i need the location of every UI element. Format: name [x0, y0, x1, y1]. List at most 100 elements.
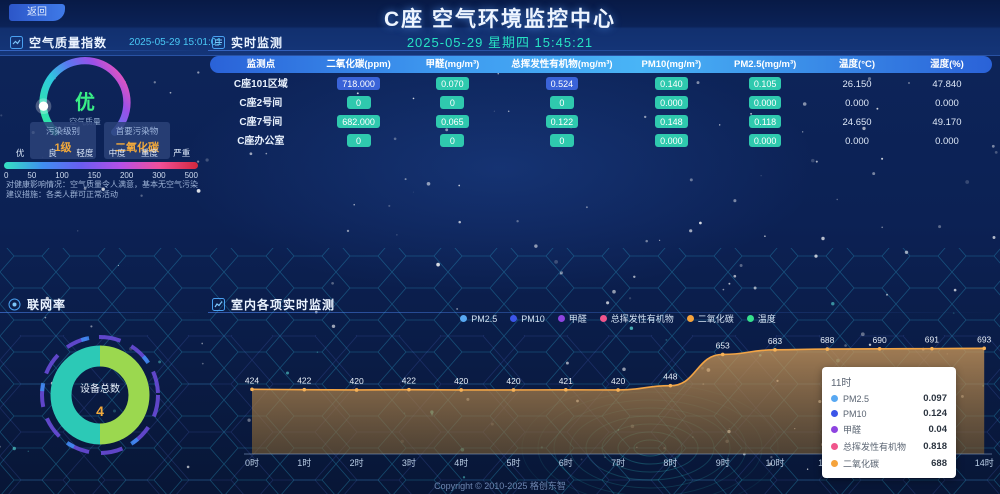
scale-tick: 300: [152, 171, 166, 180]
legend-item-PM10[interactable]: PM10: [510, 312, 545, 325]
aqi-stats: 污染级别 1级 首要污染物 二氧化碳: [30, 122, 170, 159]
divider: [208, 50, 998, 51]
aqi-gauge-label: 空气质量: [69, 117, 101, 127]
table-column-header: 湿度(%): [930, 59, 964, 70]
metric-value: 0.118: [749, 115, 782, 128]
metric-value: 26.150: [842, 78, 872, 90]
metric-value: 718.000: [337, 77, 380, 90]
network-panel-header: 联网率: [8, 296, 66, 313]
trend-panel-title: 室内各项实时监测: [231, 298, 336, 312]
legend-dot: [557, 315, 565, 322]
scale-tick: 50: [27, 171, 37, 180]
metric-value: 0.000: [845, 97, 869, 109]
stat-value: 二氧化碳: [115, 142, 159, 154]
aqi-stat-0: 污染级别 1级: [30, 122, 96, 159]
table-column-header: 甲醛(mg/m³): [425, 59, 480, 70]
legend-label: PM2.5: [471, 313, 498, 324]
metric-value: 0: [440, 96, 465, 109]
metric-value: 0.000: [935, 135, 959, 147]
table-column-header: 总挥发性有机物(mg/m³): [511, 59, 613, 70]
monitor-point-name: C座办公室: [237, 136, 285, 147]
data-label: 448: [663, 372, 677, 382]
data-label: 653: [716, 340, 730, 350]
header-datetime: 2025-05-29 星期四 15:45:21: [406, 35, 594, 50]
stat-value: 1级: [54, 142, 72, 154]
scale-level: 严重: [173, 148, 191, 158]
legend-item-总挥发性有机物[interactable]: 总挥发性有机物: [599, 312, 674, 325]
donut-segment-right: [99, 345, 150, 445]
table-body: C座101区域 718.000 0.070 0.524 0.140 0.105 26.150…: [210, 73, 992, 149]
x-axis-label: 4时: [454, 457, 468, 468]
aqi-scale-ticks: 0 50 100 150 200 300 500: [4, 171, 198, 180]
back-button[interactable]: 返回: [9, 4, 65, 21]
data-point: [930, 346, 934, 351]
legend-dot: [510, 315, 518, 322]
scale-tick: 500: [184, 171, 198, 180]
donut-segment-left: [50, 345, 101, 445]
chart-tooltip: 11时 PM2.5 0.097 PM10 0.124 甲醛 0.04 总挥发性有机物 0.81…: [822, 367, 956, 478]
data-point: [616, 388, 620, 392]
x-axis-label: 3时: [402, 457, 416, 468]
data-point: [668, 383, 673, 388]
x-axis-label: 5时: [506, 457, 520, 468]
device-total-value: 4: [96, 403, 104, 419]
table-column-header: 温度(°C): [839, 59, 876, 70]
metric-value: 0: [440, 134, 465, 147]
legend-dot: [599, 315, 607, 322]
legend-item-二氧化碳[interactable]: 二氧化碳: [686, 312, 734, 325]
legend-dot: [686, 315, 694, 322]
aqi-timestamp: 2025-05-29 15:01:01: [129, 37, 222, 48]
x-axis-label: 14时: [975, 457, 994, 468]
scale-tick: 200: [119, 171, 134, 180]
tooltip-title: 11时: [831, 378, 852, 389]
legend-item-PM2.5[interactable]: PM2.5: [460, 312, 497, 325]
legend-dot: [460, 315, 468, 322]
scale-level: 中度: [108, 148, 126, 158]
scale-tick: 100: [55, 171, 69, 180]
divider: [0, 312, 205, 313]
aqi-scale: 优 良 轻度 中度 重度 严重 0 50 100 150 200 300 500: [4, 147, 198, 180]
data-label: 422: [402, 376, 416, 386]
data-label: 691: [925, 335, 939, 345]
data-point: [459, 388, 463, 392]
device-donut-chart: 设备总数 4: [40, 335, 160, 455]
tooltip-row: 甲醛 0.04: [831, 423, 947, 436]
scale-level: 良: [48, 148, 57, 158]
header-bar: [0, 0, 1000, 56]
scale-level: 轻度: [76, 148, 94, 158]
data-label: 693: [977, 334, 991, 344]
data-point: [825, 347, 830, 351]
co2-trend-chart[interactable]: 424 0时 422 1时 420 2时 422 3时 420 4时 420 5时 421 6时 420 7时…: [236, 328, 1000, 470]
scale-level: 重度: [140, 148, 158, 158]
co2-area: [252, 348, 985, 454]
table-column-header: PM2.5(mg/m³): [734, 59, 797, 70]
table-header-row: 监测点 二氧化碳(ppm) 甲醛(mg/m³) 总挥发性有机物(mg/m³) PM10(…: [210, 56, 992, 73]
legend-item-温度[interactable]: 温度: [746, 312, 776, 325]
tooltip-row: PM2.5 0.097: [831, 393, 947, 404]
tooltip-row: PM10 0.124: [831, 408, 947, 419]
x-axis-label: 6时: [559, 457, 573, 468]
scale-tick: 0: [4, 171, 9, 180]
metric-value: 49.170: [932, 116, 962, 128]
data-label: 690: [873, 335, 887, 345]
data-label: 420: [454, 376, 468, 386]
x-axis-label: 7时: [611, 457, 625, 468]
table-row: C座7号间 682.000 0.065 0.122 0.148 0.118 24.650 49…: [210, 111, 992, 130]
legend-label: 温度: [757, 314, 776, 324]
realtime-panel-icon: [212, 36, 225, 49]
aqi-panel-icon: [10, 36, 23, 49]
x-axis-label: 1时: [297, 457, 311, 468]
metric-value: 0.000: [748, 96, 782, 109]
legend-item-甲醛[interactable]: 甲醛: [557, 312, 587, 325]
footer-copyright: Copyright © 2010-2025 格创东智: [434, 481, 566, 491]
metric-value: 0.070: [436, 77, 469, 90]
realtime-panel-header: 实时监测: [212, 34, 283, 51]
data-point: [877, 346, 882, 351]
aqi-panel-title: 空气质量指数: [29, 36, 108, 50]
donut-outer-ring: [40, 335, 160, 455]
data-label: 420: [611, 376, 625, 386]
legend-label: 甲醛: [568, 314, 587, 324]
table-column-header: PM10(mg/m³): [641, 59, 702, 70]
metric-value: 0.000: [845, 135, 869, 147]
